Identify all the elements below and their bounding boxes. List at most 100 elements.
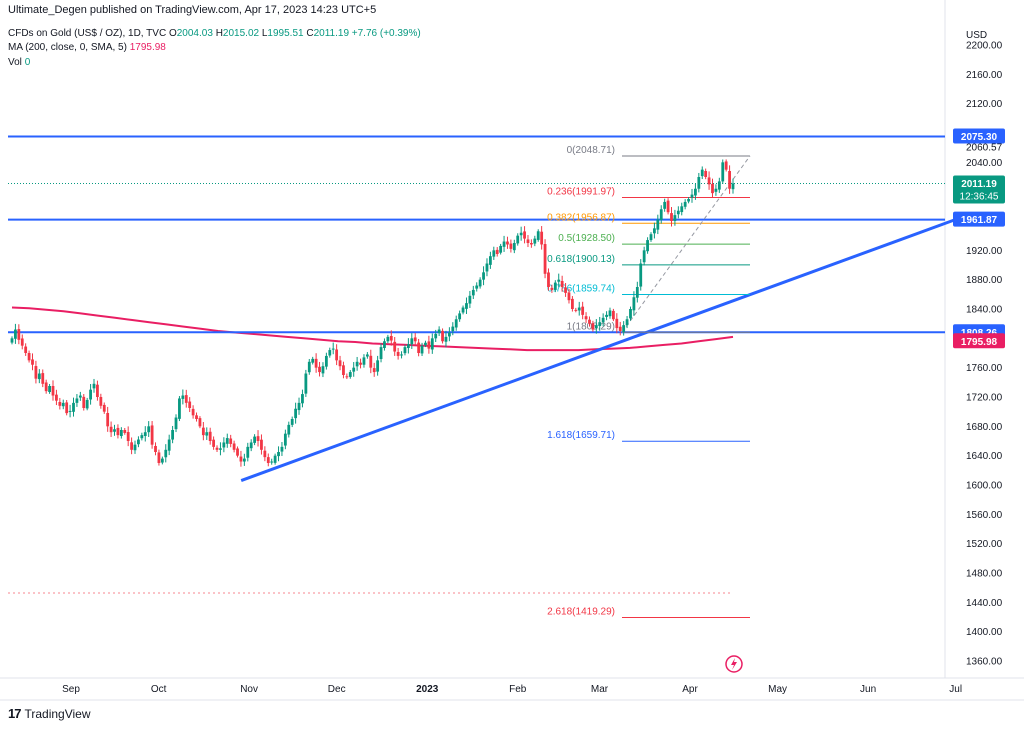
candle-body — [20, 338, 24, 346]
candle-body — [348, 372, 352, 377]
candle-body — [116, 427, 120, 436]
last-price-tag-bg — [953, 175, 1005, 204]
candle-body — [92, 383, 96, 389]
level-price-tag-bg — [953, 211, 1005, 227]
candle-body — [331, 348, 335, 350]
fib-level-label: 0.236(1991.97) — [547, 187, 615, 198]
candle-body — [297, 402, 301, 411]
candle-body — [78, 395, 82, 398]
candle-body — [670, 213, 673, 221]
candle-body — [557, 279, 561, 282]
y-tick-label: 1440.00 — [966, 598, 1003, 609]
candle-body — [184, 395, 188, 403]
candle-body — [475, 285, 479, 289]
candle-body — [225, 438, 229, 444]
candle-body — [629, 309, 632, 319]
candle-body — [51, 386, 55, 396]
y-tick-label: 1640.00 — [966, 451, 1003, 462]
tradingview-brand[interactable]: 17 TradingView — [8, 706, 91, 721]
candle-body — [618, 326, 622, 331]
candle-body — [191, 408, 195, 416]
candle-body — [649, 234, 653, 241]
candle-body — [564, 287, 567, 293]
candle-body — [663, 201, 667, 209]
candle-body — [301, 394, 304, 404]
candle-body — [102, 404, 106, 412]
candle-body — [154, 445, 157, 452]
candle-body — [273, 455, 277, 463]
candle-body — [523, 231, 526, 239]
candle-body — [37, 373, 41, 380]
candle-body — [222, 442, 226, 448]
candle-body — [478, 279, 482, 287]
ma-price-tag-bg — [953, 333, 1005, 349]
ma200-line — [11, 306, 734, 352]
candle-body — [96, 384, 99, 397]
candle-body — [307, 361, 311, 373]
candle-body — [188, 401, 192, 408]
candle-body — [236, 448, 239, 456]
y-tick-label: 1840.00 — [966, 305, 1003, 316]
candle-body — [547, 272, 550, 287]
candle-body — [400, 354, 403, 356]
candle-body — [420, 345, 424, 354]
candle-body — [506, 241, 509, 245]
level-price-tag: 2075.30 — [961, 132, 998, 143]
candle-body — [625, 319, 629, 326]
candle-body — [465, 303, 468, 309]
candle-body — [195, 415, 198, 419]
candle-body — [536, 231, 540, 240]
vol-value: 0 — [24, 57, 31, 68]
ohlc-low-label: L — [261, 28, 268, 39]
candle-body — [577, 307, 581, 311]
candle-body — [263, 450, 267, 458]
candle-body — [229, 438, 233, 444]
candle-body — [461, 307, 465, 313]
candle-body — [447, 332, 451, 337]
candle-body — [164, 449, 168, 458]
candle-body — [717, 181, 721, 190]
candle-body — [260, 439, 263, 450]
candle-body — [437, 329, 441, 334]
candle-body — [615, 318, 619, 329]
candle-body — [130, 442, 133, 450]
candle-body — [246, 446, 250, 458]
candle-body — [311, 358, 315, 363]
candle-body — [321, 366, 325, 374]
fib-level-label: 0.618(1900.13) — [547, 254, 615, 265]
y-tick-label: 2040.00 — [966, 158, 1003, 169]
fib-level-label: 2.618(1419.29) — [547, 607, 615, 618]
candle-body — [488, 256, 492, 265]
level-price-tag: 1808.26 — [961, 328, 998, 339]
candle-body — [731, 183, 735, 190]
y-tick-label: 1560.00 — [966, 510, 1003, 521]
candle-body — [283, 433, 287, 446]
y-tick-label: 1400.00 — [966, 627, 1003, 638]
ohlc-low: 1995.51 — [267, 28, 304, 39]
y-tick-label: 1720.00 — [966, 393, 1003, 404]
candle-body — [653, 228, 656, 234]
candle-body — [533, 238, 537, 244]
candle-body — [365, 354, 369, 357]
candle-body — [157, 452, 161, 463]
level-price-tag-bg — [953, 128, 1005, 144]
candle-body — [588, 319, 591, 324]
brand-label: TradingView — [24, 706, 91, 721]
candle-body — [444, 336, 448, 342]
candle-body — [208, 431, 212, 441]
candle-body — [519, 232, 523, 236]
candle-body — [335, 349, 339, 361]
candle-body — [584, 316, 588, 320]
ohlc-close-label: C — [306, 28, 314, 39]
candle-body — [560, 280, 564, 287]
candle-body — [266, 457, 270, 463]
candle-body — [253, 436, 257, 443]
ohlc-close: 2011.19 — [313, 28, 349, 39]
candle-body — [454, 319, 458, 328]
candle-body — [410, 338, 414, 345]
candle-body — [646, 240, 649, 252]
last-price-tag: 2011.19 — [961, 179, 997, 190]
candle-body — [413, 337, 417, 342]
y-tick-label: 2160.00 — [966, 70, 1003, 81]
candle-body — [386, 336, 390, 342]
